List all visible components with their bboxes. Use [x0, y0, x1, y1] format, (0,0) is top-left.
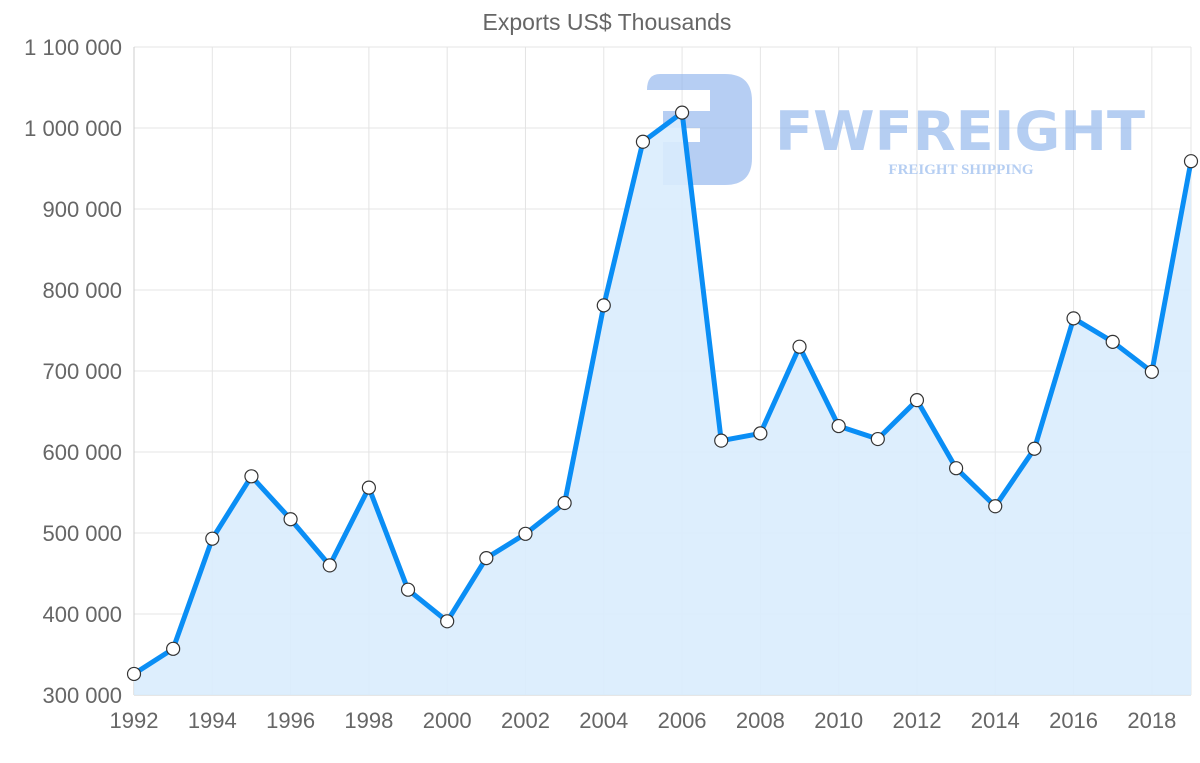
data-point	[126, 666, 142, 682]
data-point	[361, 480, 376, 495]
fwfreight-watermark-logo: FWFREIGHT FREIGHT SHIPPING	[647, 74, 1145, 185]
y-axis: 300 000 400 000 500 000 600 000 700 000 800 0…	[24, 35, 122, 708]
watermark-tagline: FREIGHT SHIPPING	[888, 162, 1033, 178]
series-line	[132, 110, 1194, 677]
data-point	[1066, 311, 1081, 326]
x-tick-label: 2002	[501, 708, 550, 733]
data-point	[1105, 334, 1120, 349]
y-tick-label: 700 000	[42, 359, 122, 384]
data-point	[440, 614, 455, 629]
x-tick-label: 1994	[188, 708, 237, 733]
data-point	[988, 499, 1003, 514]
x-tick-label: 2016	[1049, 708, 1098, 733]
data-point	[714, 433, 729, 448]
data-point	[870, 431, 885, 447]
x-tick-label: 2010	[814, 708, 863, 733]
data-point	[635, 134, 651, 149]
x-tick-label: 1996	[266, 708, 315, 733]
plot-area	[126, 105, 1199, 696]
x-tick-label: 2014	[971, 708, 1020, 733]
x-tick-label: 2012	[892, 708, 941, 733]
data-point	[792, 339, 807, 354]
x-tick-label: 2000	[423, 708, 472, 733]
data-point	[283, 512, 298, 527]
data-point	[949, 461, 964, 476]
data-point	[557, 495, 572, 511]
x-tick-label: 1992	[110, 708, 159, 733]
x-axis: 1992 1994 1996 1998 2000 2002 2004 2006 2008 2010…	[110, 708, 1177, 733]
x-tick-label: 1998	[344, 708, 393, 733]
data-point	[400, 582, 416, 597]
y-tick-label: 1 100 000	[24, 35, 122, 60]
data-point	[1144, 364, 1159, 379]
chart-title: Exports US$ Thousands	[483, 9, 732, 35]
y-tick-label: 600 000	[42, 440, 122, 465]
data-point	[205, 531, 220, 546]
data-point	[518, 526, 533, 541]
watermark-brand: FWFREIGHT	[775, 100, 1145, 163]
data-point	[909, 393, 925, 408]
data-point	[479, 551, 494, 566]
data-point	[322, 558, 337, 573]
y-tick-label: 900 000	[42, 197, 122, 222]
data-point	[831, 418, 846, 434]
x-tick-label: 2018	[1127, 708, 1176, 733]
x-tick-label: 2004	[579, 708, 628, 733]
y-tick-label: 400 000	[42, 602, 122, 627]
data-point	[753, 426, 768, 441]
data-point	[596, 298, 611, 313]
data-point	[1183, 154, 1199, 169]
x-tick-label: 2006	[658, 708, 707, 733]
x-tick-label: 2008	[736, 708, 785, 733]
y-tick-label: 500 000	[42, 521, 122, 546]
y-tick-label: 800 000	[42, 278, 122, 303]
data-point	[166, 641, 181, 656]
data-point	[674, 105, 690, 120]
series-area-fill	[134, 112, 1191, 696]
y-tick-label: 300 000	[42, 683, 122, 708]
data-point	[244, 469, 259, 484]
data-point	[1027, 441, 1042, 456]
y-tick-label: 1 000 000	[24, 116, 122, 141]
